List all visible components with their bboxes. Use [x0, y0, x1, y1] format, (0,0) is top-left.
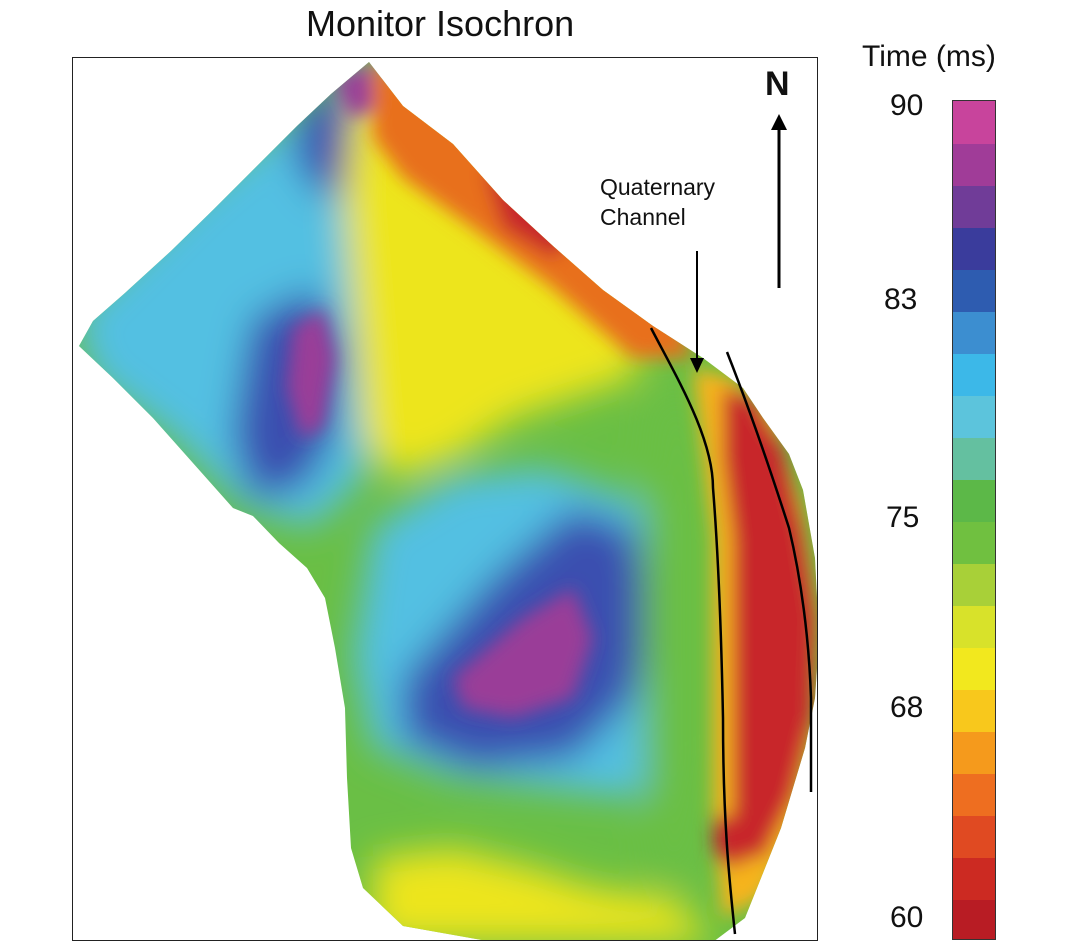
colorbar-swatch — [953, 269, 995, 312]
colorbar-swatch — [953, 101, 995, 144]
colorbar-tick-83: 83 — [884, 283, 918, 316]
colorbar-swatch — [953, 521, 995, 564]
colorbar-tick-60: 60 — [890, 901, 924, 934]
colorbar-tick-90: 90 — [890, 89, 924, 122]
colorbar-swatch — [953, 395, 995, 438]
green-zone-east — [643, 388, 713, 878]
colorbar-swatch — [953, 605, 995, 648]
colorbar-swatch — [953, 689, 995, 732]
north-arrow-head — [771, 114, 787, 130]
colorbar-swatch — [953, 731, 995, 774]
colorbar-tick-75: 75 — [886, 501, 920, 534]
colorbar-title: Time (ms) — [862, 40, 996, 73]
map-title: Monitor Isochron — [306, 3, 575, 44]
colorbar-swatch — [953, 185, 995, 228]
north-label: N — [765, 65, 790, 103]
colorbar-tick-68: 68 — [890, 691, 924, 724]
colorbar-swatch — [953, 647, 995, 690]
annotation-arrow-head — [690, 358, 704, 373]
colorbar — [952, 100, 996, 940]
colorbar-swatch — [953, 437, 995, 480]
channel-annotation: Quaternary Channel — [600, 172, 715, 232]
purple-zone-central — [453, 588, 593, 718]
colorbar-swatch — [953, 773, 995, 816]
colorbar-swatch — [953, 479, 995, 522]
channel-annotation-line2: Channel — [600, 204, 686, 230]
colorbar-gradient — [953, 101, 995, 939]
colorbar-swatch — [953, 353, 995, 396]
colorbar-swatch — [953, 899, 995, 939]
channel-boundary-west — [649, 327, 737, 935]
isochron-map-frame — [72, 57, 818, 941]
purple-zone-west — [287, 308, 335, 438]
colorbar-swatch — [953, 815, 995, 858]
red-zone-south-pocket — [713, 814, 757, 868]
channel-annotation-line1: Quaternary — [600, 174, 716, 200]
colorbar-swatch — [953, 857, 995, 900]
isochron-map — [79, 62, 817, 940]
red-zone-channel — [723, 388, 817, 858]
colorbar-swatch — [953, 563, 995, 606]
colorbar-swatch — [953, 143, 995, 186]
colorbar-swatch — [953, 227, 995, 270]
colorbar-swatch — [953, 311, 995, 354]
yellow-zone-south — [373, 848, 713, 940]
channel-boundary-east — [725, 351, 813, 792]
